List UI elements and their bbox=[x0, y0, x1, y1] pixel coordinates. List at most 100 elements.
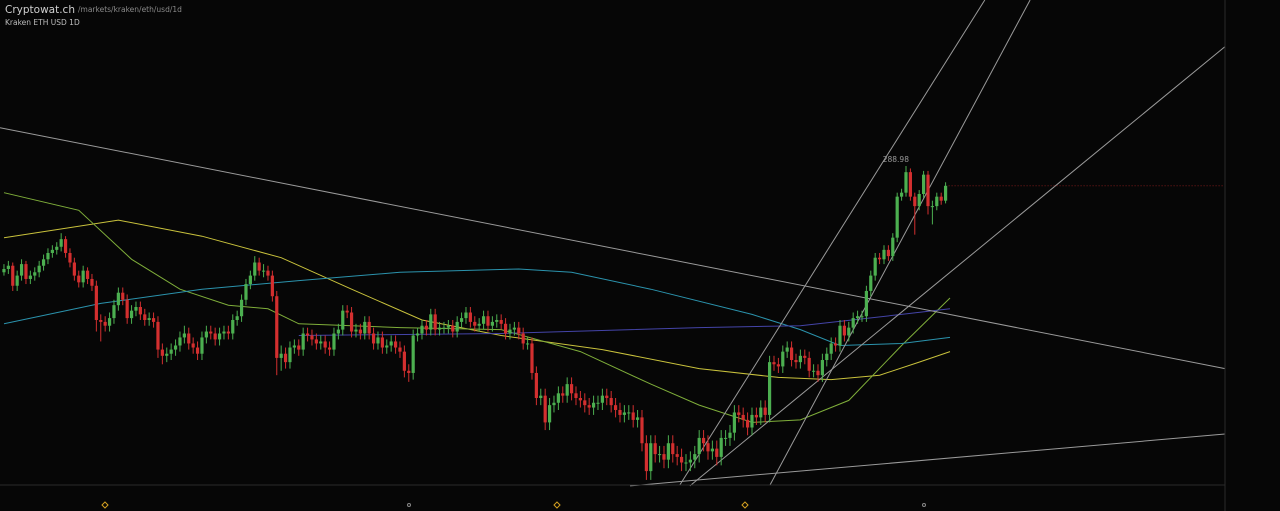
candle-body bbox=[869, 275, 873, 291]
candle-body bbox=[385, 345, 389, 348]
candle-body bbox=[107, 318, 112, 326]
candle-body bbox=[46, 252, 50, 260]
candle-body bbox=[261, 270, 266, 272]
candle-body bbox=[886, 249, 890, 257]
candle-body bbox=[609, 398, 613, 406]
candle-body bbox=[310, 335, 314, 340]
candle-body bbox=[785, 347, 789, 352]
candle-body bbox=[763, 407, 767, 415]
candle-body bbox=[213, 333, 217, 340]
candle-body bbox=[389, 341, 393, 346]
candle-body bbox=[367, 321, 371, 334]
event-markers bbox=[101, 501, 926, 509]
candle-body bbox=[517, 327, 521, 334]
candle-body bbox=[939, 196, 943, 201]
moving-average bbox=[298, 308, 951, 336]
candle-body bbox=[411, 335, 415, 373]
candle-body bbox=[627, 412, 631, 414]
candle-body bbox=[943, 185, 948, 201]
candle-body bbox=[420, 325, 424, 334]
candle-body bbox=[424, 325, 428, 330]
candle-body bbox=[288, 347, 292, 363]
candle-body bbox=[547, 405, 552, 423]
trend-line bbox=[679, 0, 986, 486]
trend-line bbox=[769, 0, 1031, 486]
trend-line bbox=[630, 433, 1226, 487]
candle-body bbox=[143, 314, 147, 320]
candle-body bbox=[666, 443, 670, 460]
candle-body bbox=[121, 292, 125, 300]
candle-body bbox=[345, 310, 349, 313]
candle-body bbox=[103, 321, 107, 326]
candle-body bbox=[222, 331, 226, 334]
candle-body bbox=[371, 333, 376, 344]
event-marker[interactable] bbox=[553, 501, 561, 509]
candle-body bbox=[468, 312, 472, 322]
candle-body bbox=[204, 331, 208, 338]
candle-body bbox=[437, 327, 442, 330]
candle-body bbox=[622, 412, 626, 415]
candle-body bbox=[270, 275, 274, 297]
candle-body bbox=[407, 370, 411, 373]
candle-body bbox=[767, 362, 772, 415]
candle-body bbox=[671, 443, 675, 455]
candle-body bbox=[94, 285, 98, 320]
candle-body bbox=[481, 316, 486, 324]
candle-body bbox=[710, 448, 714, 452]
market-label: Kraken ETH USD 1D bbox=[5, 18, 80, 27]
candle-body bbox=[231, 319, 235, 334]
candle-body bbox=[737, 412, 741, 415]
moving-average bbox=[3, 192, 951, 423]
candle-body bbox=[55, 246, 59, 250]
event-marker[interactable] bbox=[101, 501, 109, 509]
candle-body bbox=[618, 409, 622, 415]
candle-body bbox=[415, 333, 420, 336]
candle-body bbox=[134, 306, 138, 311]
candle-body bbox=[195, 347, 200, 354]
candle-body bbox=[257, 262, 261, 271]
event-marker[interactable] bbox=[922, 503, 926, 507]
candle-body bbox=[50, 249, 54, 253]
candle-body bbox=[147, 318, 151, 320]
candle-body bbox=[741, 414, 745, 420]
candle-body bbox=[829, 343, 833, 354]
site-name[interactable]: Cryptowat.ch bbox=[5, 4, 75, 16]
candle-body bbox=[578, 398, 582, 401]
candle-body bbox=[81, 270, 85, 283]
candle-body bbox=[349, 312, 354, 332]
candle-body bbox=[442, 327, 446, 329]
candle-body bbox=[495, 319, 499, 322]
candle-body bbox=[653, 443, 657, 455]
candle-body bbox=[600, 395, 604, 403]
candle-body bbox=[266, 270, 270, 276]
candle-body bbox=[534, 372, 538, 399]
candle-body bbox=[37, 265, 41, 273]
candle-body bbox=[28, 275, 32, 279]
candle-body bbox=[173, 345, 178, 350]
candle-body bbox=[745, 419, 750, 428]
candle-body bbox=[455, 321, 459, 332]
candle-body bbox=[723, 437, 728, 439]
candle-body bbox=[556, 393, 560, 403]
candle-body bbox=[772, 362, 776, 365]
candle-body bbox=[248, 275, 252, 285]
candle-body bbox=[393, 341, 398, 348]
candle-body bbox=[759, 407, 763, 418]
event-marker[interactable] bbox=[407, 503, 411, 507]
candle-body bbox=[499, 319, 503, 324]
candle-body bbox=[776, 364, 780, 367]
event-marker[interactable] bbox=[741, 501, 749, 509]
candle-body bbox=[112, 305, 116, 319]
candle-body bbox=[11, 265, 15, 286]
candle-body bbox=[433, 314, 437, 330]
candle-body bbox=[539, 395, 543, 399]
candle-body bbox=[279, 353, 283, 358]
candle-body bbox=[508, 329, 512, 334]
candle-body bbox=[825, 353, 829, 361]
candle-body bbox=[693, 454, 697, 460]
candle-body bbox=[591, 402, 596, 408]
candle-body bbox=[341, 310, 345, 330]
candle-body bbox=[217, 333, 222, 340]
candle-body bbox=[649, 443, 653, 472]
candle-body bbox=[877, 257, 882, 260]
